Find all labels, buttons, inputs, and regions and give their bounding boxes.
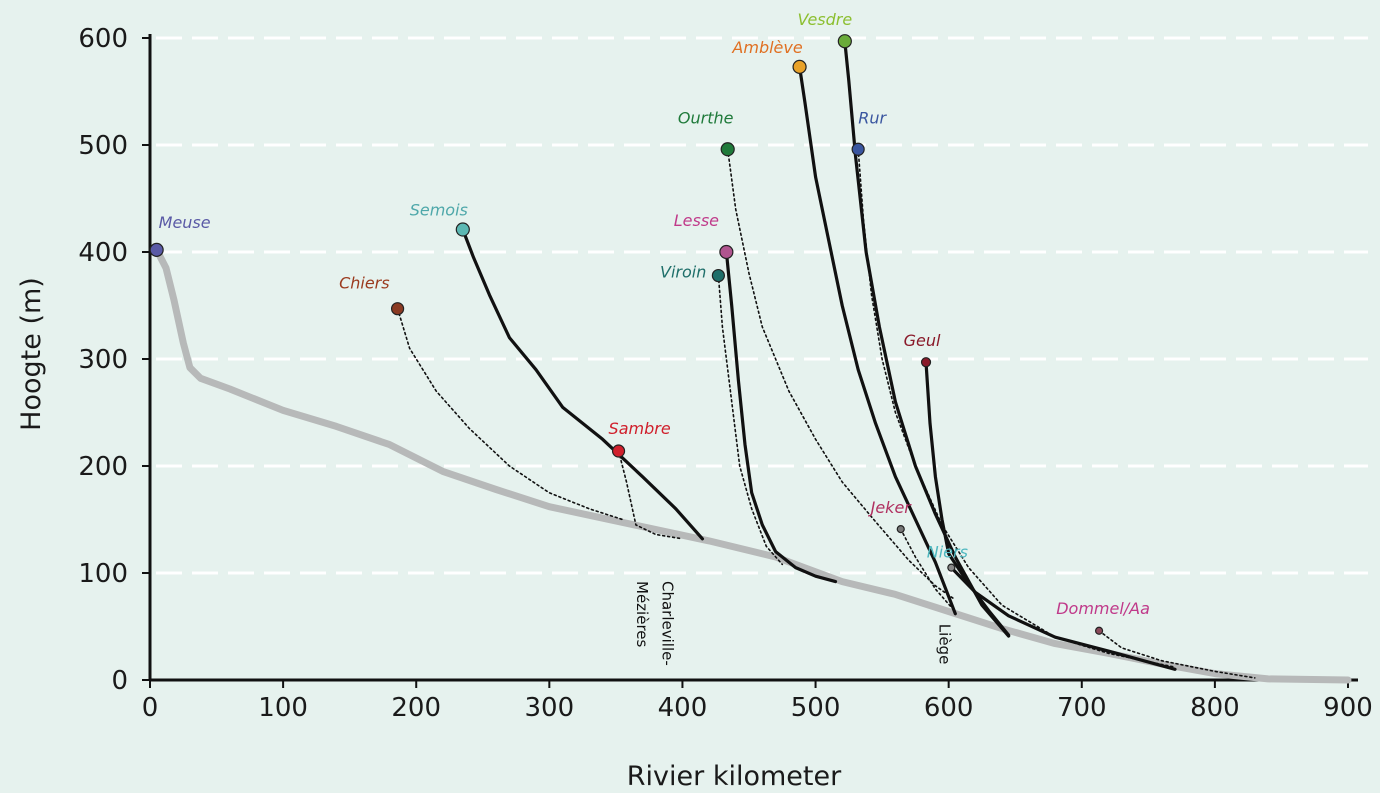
river-line-dommel-aa: [1098, 630, 1256, 679]
river-line-jeker: [899, 528, 953, 608]
x-tick-label-0: 0: [142, 693, 159, 723]
source-marker-semois: [455, 222, 470, 237]
x-tick-label-500: 500: [791, 693, 841, 723]
y-tick-label-0: 0: [111, 666, 128, 696]
label-meuse: Meuse: [159, 213, 211, 232]
river-line-ambl-ve: [798, 65, 957, 616]
label-sambre: Sambre: [609, 419, 671, 438]
river-line-ourthe: [726, 148, 957, 601]
y-tick-label-500: 500: [78, 131, 128, 161]
x-tick-label-800: 800: [1190, 693, 1240, 723]
y-tick-label-200: 200: [78, 452, 128, 482]
x-axis-title: Rivier kilometer: [627, 761, 842, 792]
source-marker-jeker: [896, 525, 905, 534]
source-markers: [149, 34, 1104, 635]
tick-labels: 0 100 200 300 400 500 600 700 800 900 0 100 200 300 40…: [78, 24, 1372, 723]
label-vesdre: Vesdre: [797, 10, 852, 29]
label-semois: Semois: [410, 201, 468, 220]
source-marker-ourthe: [720, 142, 735, 157]
river-line-niers: [949, 566, 1177, 671]
source-marker-chiers: [390, 302, 405, 316]
river-line-vesdre: [843, 39, 1011, 638]
y-axis-title: Hoogte (m): [16, 277, 47, 431]
river-line-sambre: [617, 450, 684, 540]
label-viroin: Viroin: [660, 263, 706, 282]
source-marker-lesse: [719, 244, 734, 260]
source-marker-viroin: [711, 268, 725, 283]
source-marker-ambl-ve: [792, 59, 807, 74]
label-geul: Geul: [904, 331, 941, 350]
label-rur: Rur: [858, 108, 887, 127]
axes: [148, 34, 1358, 682]
x-tick-label-300: 300: [525, 693, 575, 723]
label-chiers: Chiers: [339, 274, 390, 293]
x-tick-label-100: 100: [258, 693, 308, 723]
source-marker-meuse: [149, 242, 164, 257]
city-label-li-ge: Liège: [935, 624, 953, 665]
y-tick-label-300: 300: [78, 345, 128, 375]
source-marker-rur: [851, 142, 865, 156]
x-tick-label-700: 700: [1057, 693, 1107, 723]
y-tick-label-400: 400: [78, 238, 128, 268]
label-ourthe: Ourthe: [678, 108, 734, 127]
label-niers: Niers: [927, 543, 968, 562]
river-line-rur: [857, 148, 1176, 668]
river-line-semois: [461, 227, 704, 541]
river-lines: [153, 39, 1352, 684]
x-tick-label-200: 200: [391, 693, 441, 723]
river-line-chiers: [396, 307, 624, 521]
label-lesse: Lesse: [674, 211, 719, 230]
label-jeker: Jeker: [868, 498, 913, 517]
source-marker-vesdre: [837, 34, 852, 49]
city-annotations: Charleville- Mézières Liège: [633, 581, 953, 666]
x-tick-label-600: 600: [924, 693, 974, 723]
city-label-m-zi-res: Mézières: [633, 581, 651, 648]
city-label-charleville: Charleville-: [659, 581, 677, 666]
y-tick-label-600: 600: [78, 24, 128, 54]
river-line-lesse: [724, 250, 838, 584]
x-tick-label-900: 900: [1323, 693, 1373, 723]
river-line-viroin: [717, 274, 784, 566]
source-marker-niers: [947, 563, 956, 572]
source-marker-dommel-aa: [1094, 626, 1104, 635]
source-marker-sambre: [611, 444, 626, 458]
source-marker-geul: [920, 357, 932, 368]
river-line-meuse: [153, 246, 1352, 684]
river-line-geul: [924, 360, 1011, 637]
x-tick-label-400: 400: [658, 693, 708, 723]
gridlines: [156, 36, 1368, 575]
label-dommel-aa: Dommel/Aa: [1056, 599, 1150, 618]
label-ambl-ve: Amblève: [731, 38, 802, 57]
y-tick-label-100: 100: [78, 559, 128, 589]
river-labels: Meuse Chiers Semois Sambre Ourthe Lesse Viroin…: [159, 10, 1150, 618]
